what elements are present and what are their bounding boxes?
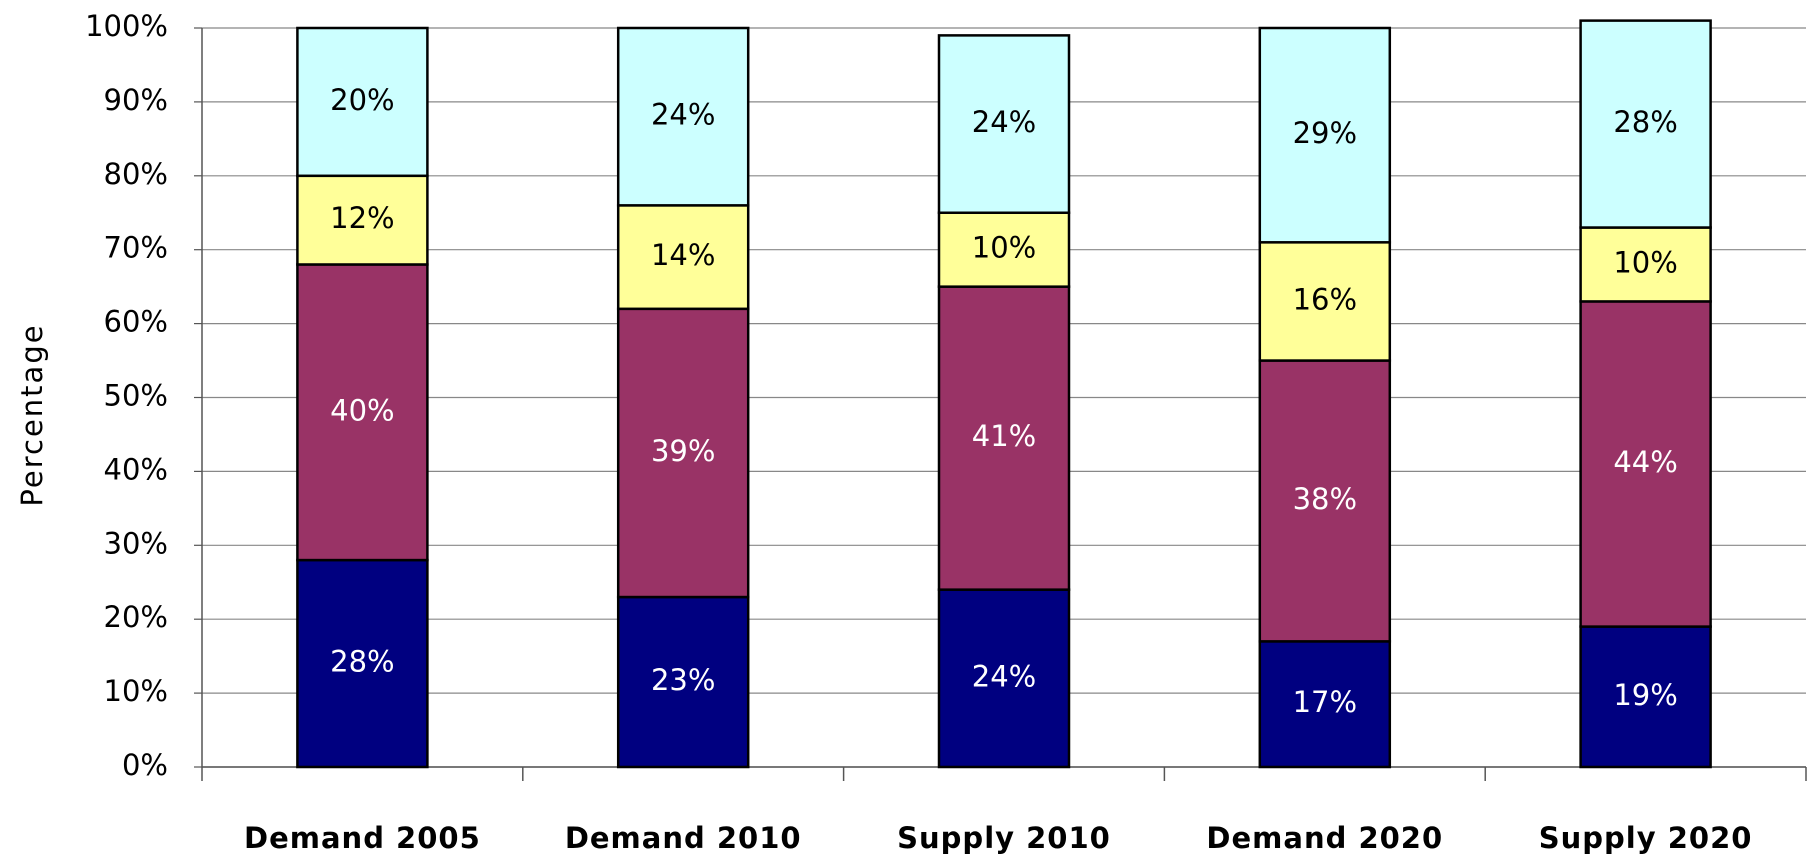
data-label: 16% xyxy=(1293,282,1357,316)
data-label: 28% xyxy=(1613,105,1677,139)
y-tick-label: 100% xyxy=(85,9,168,43)
bar-segment xyxy=(296,174,429,266)
y-tick-label: 30% xyxy=(104,526,168,560)
data-label: 38% xyxy=(1293,482,1357,516)
y-tick-label: 90% xyxy=(104,83,168,117)
data-label: 40% xyxy=(330,393,394,427)
bar-segment xyxy=(937,588,1071,769)
bar-segment xyxy=(1579,19,1712,229)
x-tick-label: Supply 2010 xyxy=(897,821,1111,855)
data-label: 14% xyxy=(651,238,715,272)
bar-segment xyxy=(1258,26,1392,244)
bar-segment xyxy=(1579,300,1712,628)
bar-segment xyxy=(937,34,1071,214)
y-tick-label: 80% xyxy=(104,157,168,191)
data-label: 24% xyxy=(651,98,715,132)
data-label: 12% xyxy=(330,201,394,235)
data-label: 10% xyxy=(1613,245,1677,279)
y-tick-label: 10% xyxy=(104,674,168,708)
data-label: 10% xyxy=(972,231,1036,265)
data-label: 24% xyxy=(972,659,1036,693)
bar-segment xyxy=(616,26,750,207)
data-label: 39% xyxy=(651,434,715,468)
bar-segment xyxy=(1258,359,1392,643)
data-label: 20% xyxy=(330,83,394,117)
x-tick-label: Demand 2020 xyxy=(1206,821,1443,855)
data-label: 23% xyxy=(651,663,715,697)
data-label: 24% xyxy=(972,105,1036,139)
bar-segment xyxy=(296,26,429,178)
data-label: 17% xyxy=(1293,685,1357,719)
y-tick-label: 60% xyxy=(104,305,168,339)
x-tick-label: Supply 2020 xyxy=(1539,821,1753,855)
y-tick-label: 70% xyxy=(104,231,168,265)
y-tick-label: 40% xyxy=(104,452,168,486)
y-tick-label: 20% xyxy=(104,600,168,634)
bar-segment xyxy=(616,595,750,769)
bar-segment xyxy=(937,211,1071,288)
bar-segment xyxy=(296,558,429,769)
bar-segment xyxy=(616,204,750,311)
x-tick-label: Demand 2010 xyxy=(565,821,802,855)
data-label: 19% xyxy=(1613,678,1677,712)
bar-segment xyxy=(1258,241,1392,362)
data-label: 29% xyxy=(1293,116,1357,150)
data-label: 28% xyxy=(330,645,394,679)
y-tick-label: 50% xyxy=(104,379,168,413)
bar-segment xyxy=(937,285,1071,591)
x-tick-label: Demand 2005 xyxy=(244,821,481,855)
bar-segment xyxy=(296,263,429,562)
data-label: 41% xyxy=(972,419,1036,453)
y-axis-title: Percentage xyxy=(15,323,49,506)
y-tick-label: 0% xyxy=(122,748,168,782)
bar-segment xyxy=(616,307,750,599)
data-label: 44% xyxy=(1613,445,1677,479)
bar-segment xyxy=(1258,640,1392,769)
